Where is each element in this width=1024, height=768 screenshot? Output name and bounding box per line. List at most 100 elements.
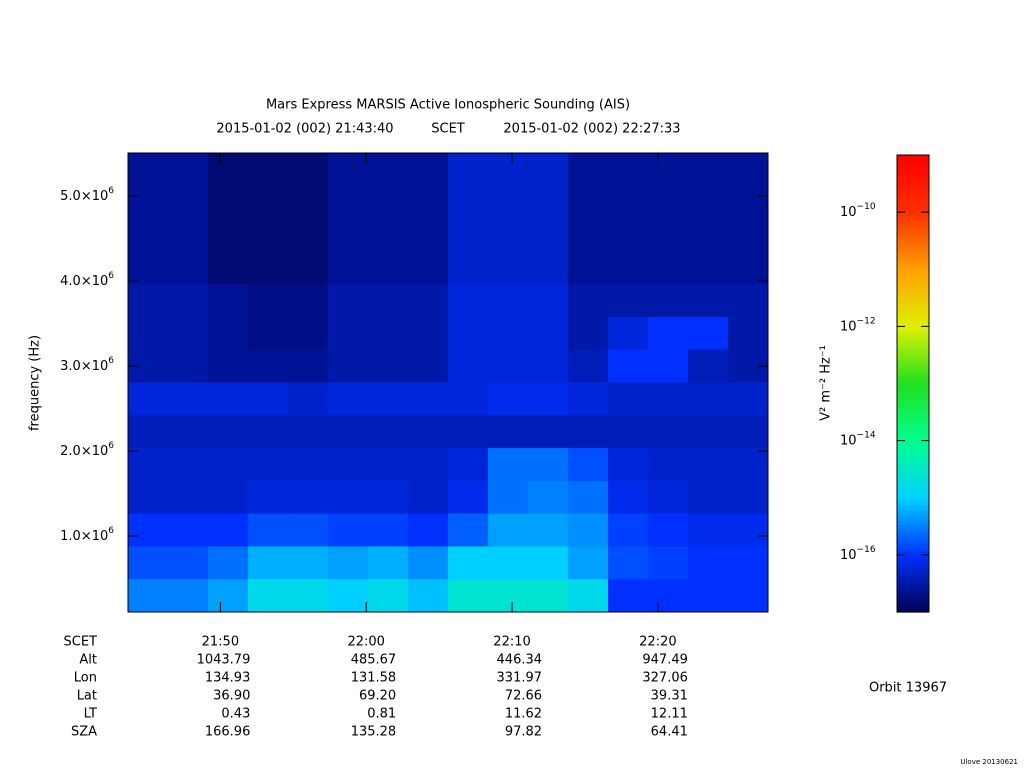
spectrogram-cell [288,185,329,220]
spectrogram-cell [728,316,769,351]
ephemeris-value: 135.28 [351,725,397,740]
spectrogram-cell [688,448,729,482]
spectrogram-cell [448,546,489,580]
spectrogram-cell [728,153,769,187]
ephemeris-value: 131.58 [351,671,397,686]
colorbar-slice [897,566,929,571]
colorbar-slice [897,375,929,381]
colorbar-slice [897,577,929,583]
spectrogram-cell [248,185,289,220]
spectrogram-cell [248,382,289,416]
end-time: 2015-01-02 (002) 22:27:33 [503,122,680,137]
spectrogram-cell [728,480,769,515]
spectrogram-cell [168,153,209,187]
spectrogram-cell [288,349,329,383]
y-tick-label: 1.0×106 [60,526,114,544]
spectrogram-cell [568,448,609,482]
spectrogram-cell [728,546,769,580]
spectrogram-cell [728,513,769,547]
colorbar-slice [897,505,929,510]
spectrogram-cell [368,316,409,351]
spectrogram-cell [208,284,249,318]
spectrogram-cell [688,579,729,613]
spectrogram-cell [248,316,289,351]
colorbar-slice [897,410,929,415]
spectrogram-cell [608,480,649,515]
colorbar-slice [897,429,929,434]
y-tick-label: 5.0×106 [60,186,114,204]
colorbar-slice [897,604,929,609]
colorbar-slice [897,391,929,396]
spectrogram-cell [288,316,329,351]
spectrogram-cell [608,513,649,547]
spectrogram-cell [288,579,329,613]
colorbar-slice [897,276,929,282]
spectrogram-cell [528,218,569,252]
colorbar-slice [897,383,929,388]
colorbar-slice [897,177,929,183]
spectrogram-cell [328,153,369,187]
colorbar-slice [897,467,929,472]
spectrogram-cell [248,349,289,383]
spectrogram-cell [528,316,569,351]
ephemeris-label: Lon [74,671,97,686]
colorbar-slice [897,490,929,495]
spectrogram-cell [208,349,249,383]
spectrogram-cell [328,349,369,383]
spectrogram-cell [488,546,529,580]
spectrogram-cell [528,251,569,285]
spectrogram-cell [408,153,449,187]
colorbar-slice [897,608,929,613]
colorbar-slice [897,280,929,286]
spectrogram-cell [608,153,649,187]
spectrogram-cell [528,546,569,580]
colorbar-slice [897,474,929,480]
colorbar-slice [897,360,929,366]
ephemeris-label: SZA [71,725,97,740]
spectrogram-cell [168,284,209,318]
spectrogram-cell [608,284,649,318]
colorbar-slice [897,402,929,407]
spectrogram-cell [608,251,649,285]
spectrogram-cell [488,382,529,416]
colorbar-slice [897,269,929,274]
spectrogram-cell [488,185,529,220]
spectrogram-cell [368,513,409,547]
y-tick-label: 4.0×106 [60,271,114,289]
spectrogram-cell [488,480,529,515]
spectrogram-cell [168,480,209,515]
spectrogram-cell [568,316,609,351]
spectrogram-cell [728,218,769,252]
y-tick-label-exp: 6 [108,356,114,366]
spectrogram-cell [128,284,169,318]
colorbar-slice [897,181,929,187]
footer: Ulove 20130621 [960,758,1018,766]
spectrogram-cell [248,251,289,285]
ephemeris-value: 485.67 [351,653,397,668]
colorbar-slice [897,162,929,168]
colorbar-tick-label-exp: −12 [857,316,876,326]
colorbar-slice [897,215,929,221]
colorbar-slice [897,471,929,476]
spectrogram-cell [648,448,689,482]
colorbar-slice [897,288,929,293]
spectrogram-cell [248,448,289,482]
spectrogram-cell [488,284,529,318]
y-tick-label-exp: 6 [108,441,114,451]
spectrogram-cell [128,185,169,220]
spectrogram-cell [608,448,649,482]
colorbar-tick-label-exp: −16 [857,544,876,554]
colorbar-slice [897,261,929,267]
spectrogram-cell [528,513,569,547]
spectrogram-cell [168,185,209,220]
spectrogram-cell [288,546,329,580]
colorbar-slice [897,379,929,385]
spectrogram-cell [248,153,289,187]
spectrogram-cell [448,218,489,252]
colorbar-slice [897,501,929,506]
colorbar-slice [897,265,929,270]
colorbar-slice [897,398,929,404]
spectrogram-cell [408,448,449,482]
colorbar-slice [897,425,929,430]
